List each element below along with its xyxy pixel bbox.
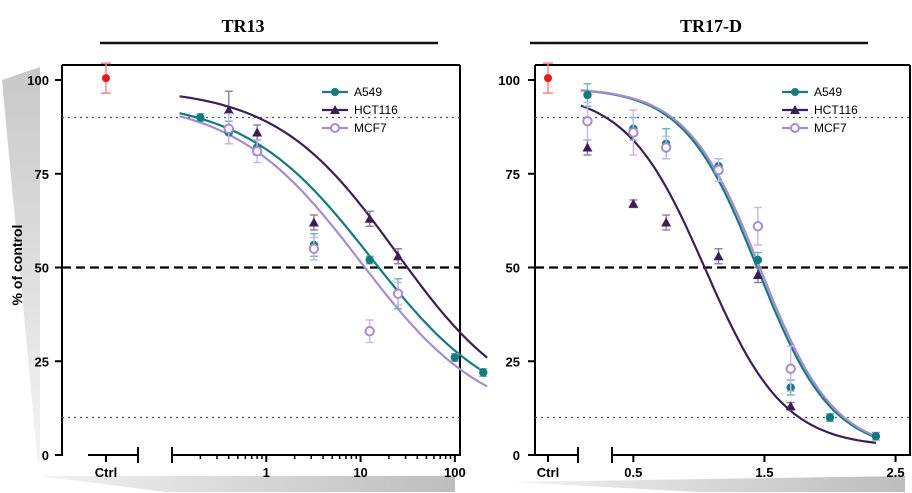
x-gradient-wedge-left — [40, 476, 455, 492]
data-point-hct116 — [308, 217, 319, 227]
y-tick-label: 25 — [506, 354, 520, 369]
legend-label-a549: A549 — [814, 85, 842, 99]
legend-label-hct116: HCT116 — [354, 103, 398, 117]
ctrl-point — [102, 74, 110, 83]
data-point-mcf7 — [785, 363, 796, 374]
fit-curve-mcf7 — [179, 115, 488, 388]
chart-title: TR17-D — [680, 16, 742, 36]
legend-marker-mcf7 — [330, 123, 340, 133]
y-tick-label: 75 — [506, 167, 520, 182]
data-point-a549 — [479, 368, 488, 377]
y-tick-label: 0 — [42, 448, 49, 463]
fit-curve-mcf7 — [580, 89, 877, 438]
data-point-mcf7 — [392, 288, 404, 299]
data-point-mcf7 — [752, 221, 764, 232]
chart-title: TR13 — [221, 16, 264, 36]
data-point-hct116 — [628, 198, 639, 208]
legend-label-a549: A549 — [354, 85, 382, 99]
legend-label-hct116: HCT116 — [814, 103, 858, 117]
y-tick-label: 50 — [506, 261, 520, 276]
data-point-hct116 — [661, 217, 672, 227]
y-gradient-wedge — [2, 67, 40, 466]
ctrl-point — [544, 74, 552, 83]
data-point-mcf7 — [251, 146, 263, 157]
data-point-hct116 — [393, 251, 404, 261]
y-tick-label: 100 — [498, 73, 520, 88]
legend-marker-hct116 — [790, 105, 800, 114]
fit-curve-hct116 — [580, 104, 877, 444]
data-point-hct116 — [582, 142, 593, 152]
y-tick-label: 25 — [35, 354, 49, 369]
y-tick-label: 0 — [513, 448, 520, 463]
data-point-mcf7 — [364, 326, 375, 337]
data-point-hct116 — [785, 401, 796, 411]
x-tick-label: 1 — [263, 465, 270, 480]
data-point-hct116 — [752, 270, 763, 279]
data-point-a549 — [450, 353, 460, 362]
legend-label-mcf7: MCF7 — [814, 121, 847, 135]
data-point-mcf7 — [582, 116, 593, 127]
fit-curve-a549 — [179, 112, 488, 375]
data-point-hct116 — [713, 251, 724, 261]
data-point-hct116 — [364, 213, 375, 223]
data-point-a549 — [753, 255, 763, 265]
data-point-a549 — [365, 255, 374, 265]
data-point-hct116 — [223, 105, 234, 114]
ctrl-tick-label: Ctrl — [95, 465, 117, 480]
data-point-mcf7 — [223, 123, 234, 134]
x-tick-label: 1.5 — [755, 465, 773, 480]
y-tick-label: 75 — [35, 167, 49, 182]
panel-tr13: TR13 0 25 50 75 100 Ctrl 1 10 100 A549 HCT116 MCF7 — [27, 16, 488, 480]
panel-tr17-d: TR17-D0255075100Ctrl0.5101.51002.5A549HC… — [498, 16, 911, 480]
data-point-hct116 — [252, 127, 263, 137]
ctrl-tick-label: Ctrl — [537, 465, 559, 480]
data-point-mcf7 — [628, 127, 639, 138]
fit-curve-a549 — [580, 89, 877, 439]
fit-curve-hct116 — [179, 95, 488, 359]
y-tick-label: 50 — [35, 261, 49, 276]
data-point-mcf7 — [713, 164, 724, 176]
legend-marker-hct116 — [330, 105, 340, 114]
data-point-a549 — [196, 113, 205, 122]
x-tick-label: 0.5 — [624, 465, 642, 480]
data-point-a549 — [825, 413, 835, 422]
data-point-mcf7 — [308, 243, 320, 254]
data-point-a549 — [583, 90, 592, 100]
x-tick-label: 2.5 — [887, 465, 905, 480]
data-point-mcf7 — [660, 142, 672, 153]
legend-marker-mcf7 — [790, 123, 800, 133]
x-tick-label: 10 — [353, 465, 367, 480]
y-axis-title: % of control — [9, 225, 25, 306]
x-tick-label: 100 — [444, 465, 466, 480]
legend-marker-a549 — [331, 88, 339, 96]
legend-label-mcf7: MCF7 — [354, 121, 387, 135]
x-gradient-wedge-right — [510, 476, 905, 492]
data-point-a549 — [871, 432, 881, 441]
y-tick-label: 100 — [27, 73, 49, 88]
legend-marker-a549 — [791, 88, 799, 96]
